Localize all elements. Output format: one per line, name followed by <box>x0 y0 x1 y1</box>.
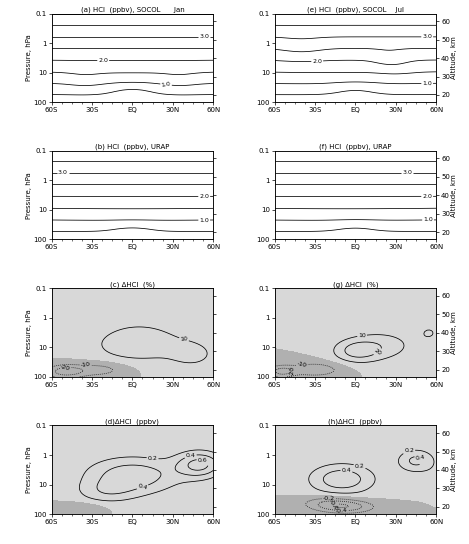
Text: -10: -10 <box>80 362 91 368</box>
Text: 0.2: 0.2 <box>148 456 158 461</box>
Text: -20: -20 <box>60 364 70 371</box>
Title: (e) HCl  (ppbv), SOCOL    Jul: (e) HCl (ppbv), SOCOL Jul <box>307 7 404 13</box>
Text: 2.0: 2.0 <box>98 58 108 63</box>
Text: 10: 10 <box>180 336 188 342</box>
Text: 1.0: 1.0 <box>423 218 433 222</box>
Text: 0.4: 0.4 <box>186 453 196 459</box>
Text: 0.2: 0.2 <box>355 463 364 469</box>
Title: (d)ΔHCl  (ppbv): (d)ΔHCl (ppbv) <box>106 418 159 425</box>
Text: 1.0: 1.0 <box>199 218 209 222</box>
Text: 2.0: 2.0 <box>199 194 209 199</box>
Text: 1.0: 1.0 <box>161 81 171 88</box>
Text: -0.2: -0.2 <box>322 496 334 501</box>
Text: 0.4: 0.4 <box>415 455 426 461</box>
Y-axis label: Altitude, km: Altitude, km <box>452 311 457 354</box>
Y-axis label: Pressure, hPa: Pressure, hPa <box>26 34 32 81</box>
Text: -10: -10 <box>296 362 307 369</box>
Title: (f) HCl  (ppbv), URAP: (f) HCl (ppbv), URAP <box>319 144 392 150</box>
Y-axis label: Pressure, hPa: Pressure, hPa <box>26 172 32 219</box>
Y-axis label: Pressure, hPa: Pressure, hPa <box>26 447 32 493</box>
Text: 0.6: 0.6 <box>197 458 207 463</box>
Text: -0.6: -0.6 <box>327 498 338 511</box>
Text: 0.4: 0.4 <box>137 483 148 491</box>
Text: 3.0: 3.0 <box>402 170 412 175</box>
Text: 3.0: 3.0 <box>199 34 209 39</box>
Text: 3.0: 3.0 <box>58 170 68 175</box>
Text: 10: 10 <box>358 333 366 338</box>
Text: 2.0: 2.0 <box>312 59 322 64</box>
Text: 20: 20 <box>373 348 383 357</box>
Y-axis label: Altitude, km: Altitude, km <box>452 36 457 79</box>
Title: (b) HCl  (ppbv), URAP: (b) HCl (ppbv), URAP <box>95 144 170 150</box>
Text: -0.4: -0.4 <box>336 508 348 514</box>
Text: -20: -20 <box>289 366 295 376</box>
Text: 0.2: 0.2 <box>404 448 414 454</box>
Y-axis label: Altitude, km: Altitude, km <box>452 174 457 217</box>
Title: (h)ΔHCl  (ppbv): (h)ΔHCl (ppbv) <box>328 418 382 425</box>
Text: 1.0: 1.0 <box>422 81 432 86</box>
Title: (c) ΔHCl  (%): (c) ΔHCl (%) <box>110 281 155 288</box>
Title: (g) ΔHCl  (%): (g) ΔHCl (%) <box>333 281 378 288</box>
Y-axis label: Altitude, km: Altitude, km <box>452 448 457 491</box>
Text: 3.0: 3.0 <box>422 34 432 39</box>
Y-axis label: Pressure, hPa: Pressure, hPa <box>26 309 32 356</box>
Title: (a) HCl  (ppbv), SOCOL      Jan: (a) HCl (ppbv), SOCOL Jan <box>81 7 184 13</box>
Text: 2.0: 2.0 <box>422 194 432 199</box>
Text: 0.4: 0.4 <box>341 468 351 473</box>
